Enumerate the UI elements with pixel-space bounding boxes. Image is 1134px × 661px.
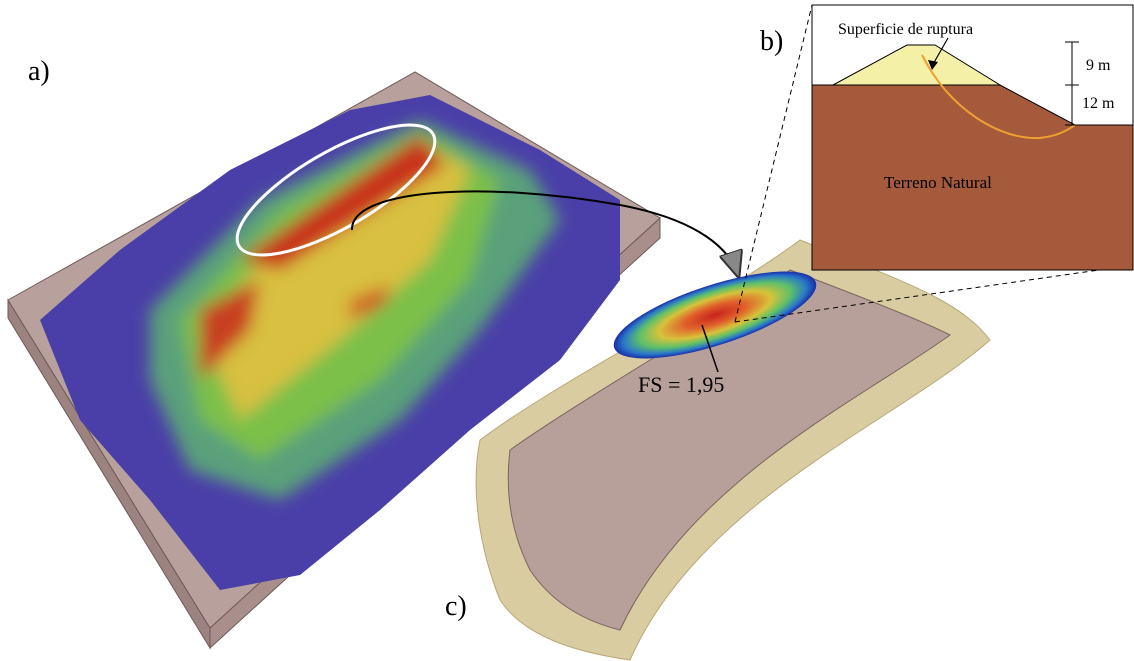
dimension-label: 9 m bbox=[1086, 57, 1111, 74]
panel-label: c) bbox=[445, 591, 467, 622]
figure: a) FS = 1,95 c) 9 m 12 m Superficie de r… bbox=[0, 0, 1134, 661]
layer-label: Terreno Natural bbox=[884, 173, 992, 192]
panel-b: 9 m 12 m Superficie de ruptura Terreno N… bbox=[760, 5, 1133, 270]
annotation: Superficie de ruptura bbox=[838, 21, 973, 38]
dimension-label: 12 m bbox=[1082, 95, 1115, 112]
panel-label: b) bbox=[760, 26, 783, 57]
fs-label: FS = 1,95 bbox=[638, 372, 724, 397]
panel-label: a) bbox=[28, 56, 50, 87]
